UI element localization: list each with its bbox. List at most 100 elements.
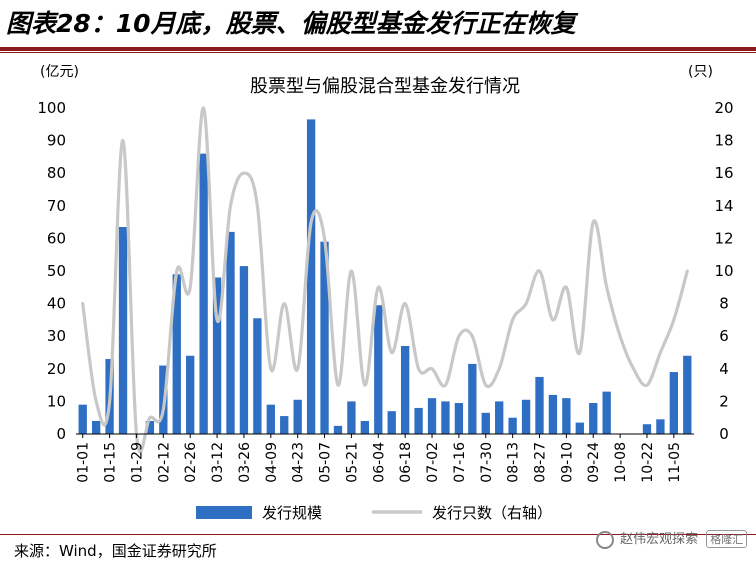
x-tick-label: 10-22 bbox=[640, 442, 656, 483]
right-tick-label: 6 bbox=[719, 327, 729, 345]
bar bbox=[521, 399, 531, 434]
x-tick-label: 02-12 bbox=[156, 442, 172, 483]
x-tick-label: 11-05 bbox=[667, 442, 683, 483]
x-tick-label: 05-07 bbox=[318, 442, 334, 483]
bar bbox=[186, 355, 195, 434]
bar bbox=[495, 401, 504, 434]
bar bbox=[78, 404, 87, 434]
left-tick-label: 60 bbox=[47, 229, 66, 247]
right-tick-label: 18 bbox=[714, 132, 733, 150]
right-tick-label: 14 bbox=[714, 197, 733, 215]
x-tick-label: 09-24 bbox=[586, 442, 602, 483]
right-tick-label: 12 bbox=[714, 229, 733, 247]
legend-bar-label: 发行规模 bbox=[262, 504, 322, 522]
bar bbox=[226, 231, 235, 434]
right-axis: 0 2 4 6 8 10 12 14 16 18 20 bbox=[714, 99, 733, 443]
bar bbox=[293, 399, 302, 434]
bar bbox=[91, 420, 101, 434]
watermark-badge: 格隆汇 bbox=[706, 530, 748, 548]
left-axis: 0 10 20 30 40 50 60 70 80 90 100 bbox=[37, 99, 66, 443]
left-tick-label: 100 bbox=[37, 99, 66, 117]
left-tick-label: 90 bbox=[47, 132, 66, 150]
left-tick-label: 0 bbox=[56, 425, 66, 443]
bar bbox=[145, 420, 155, 434]
bar bbox=[548, 394, 558, 434]
bar bbox=[266, 404, 275, 434]
legend-line-label: 发行只数（右轴） bbox=[432, 504, 552, 522]
bar bbox=[400, 345, 410, 434]
legend: 发行规模 发行只数（右轴） bbox=[196, 504, 552, 522]
x-tick-label: 09-10 bbox=[559, 442, 575, 483]
bar bbox=[118, 226, 128, 434]
bottom-rule bbox=[0, 534, 756, 535]
bar bbox=[172, 274, 181, 434]
right-tick-label: 16 bbox=[714, 164, 733, 182]
x-tick-label: 04-23 bbox=[291, 442, 307, 483]
bar bbox=[535, 376, 544, 434]
left-axis-unit: (亿元) bbox=[40, 64, 79, 80]
source-note: 来源：Wind，国金证券研究所 bbox=[14, 542, 217, 560]
chart: 股票型与偏股混合型基金发行情况 (亿元) (只) 010203040506070… bbox=[37, 64, 733, 522]
legend-bar-swatch bbox=[196, 506, 252, 519]
bar bbox=[441, 401, 450, 434]
x-tick-label: 07-16 bbox=[452, 442, 468, 483]
x-axis: 01-01 01-15 01-29 02-12 02-26 03-12 03-26 04-09… bbox=[76, 434, 683, 483]
right-tick-label: 2 bbox=[719, 392, 729, 410]
bar-series bbox=[78, 119, 692, 434]
bar bbox=[575, 422, 584, 434]
x-tick-label: 10-08 bbox=[613, 442, 629, 483]
bar bbox=[508, 417, 517, 434]
line-series bbox=[81, 106, 689, 454]
x-tick-label: 06-18 bbox=[398, 442, 414, 483]
x-tick-label: 05-21 bbox=[344, 442, 360, 483]
chart-title: 股票型与偏股混合型基金发行情况 bbox=[250, 76, 520, 97]
bar bbox=[669, 372, 679, 434]
bar bbox=[347, 401, 356, 434]
x-tick-label: 03-12 bbox=[210, 442, 226, 483]
bar bbox=[239, 266, 249, 434]
x-tick-label: 01-15 bbox=[103, 442, 119, 483]
bar bbox=[360, 420, 370, 434]
right-tick-label: 0 bbox=[719, 425, 729, 443]
right-axis-unit: (只) bbox=[688, 64, 713, 80]
bar bbox=[387, 411, 396, 434]
right-tick-label: 20 bbox=[714, 99, 733, 117]
left-tick-label: 10 bbox=[47, 392, 66, 410]
left-tick-label: 70 bbox=[47, 197, 66, 215]
x-tick-label: 08-13 bbox=[506, 442, 522, 483]
bar bbox=[427, 398, 437, 434]
figure-title: 图表28：10月底，股票、偏股型基金发行正在恢复 bbox=[6, 9, 576, 38]
bar bbox=[656, 419, 665, 434]
left-tick-label: 20 bbox=[47, 360, 66, 378]
right-tick-label: 4 bbox=[719, 360, 729, 378]
count-line bbox=[81, 106, 689, 454]
bar bbox=[454, 403, 464, 434]
title-rule-thin bbox=[0, 52, 756, 53]
left-tick-label: 50 bbox=[47, 262, 66, 280]
title-rule bbox=[0, 47, 756, 51]
right-tick-label: 10 bbox=[714, 262, 733, 280]
left-tick-label: 40 bbox=[47, 295, 66, 313]
bar bbox=[562, 398, 571, 434]
x-tick-label: 02-26 bbox=[183, 442, 199, 483]
bar bbox=[253, 318, 262, 434]
x-tick-label: 04-09 bbox=[264, 442, 280, 483]
bar bbox=[468, 363, 477, 434]
wechat-icon bbox=[596, 530, 614, 549]
bar bbox=[481, 412, 490, 434]
watermark: 赵伟宏观探索 格隆汇 bbox=[596, 528, 748, 549]
x-tick-label: 08-27 bbox=[533, 442, 549, 483]
bar bbox=[642, 424, 652, 434]
bar bbox=[602, 391, 611, 434]
bar bbox=[683, 355, 692, 434]
x-tick-label: 07-30 bbox=[479, 442, 495, 483]
bar bbox=[414, 407, 423, 434]
x-tick-label: 07-02 bbox=[425, 442, 441, 483]
x-tick-label: 01-29 bbox=[129, 442, 145, 483]
bar bbox=[306, 119, 316, 434]
x-tick-label: 06-04 bbox=[371, 442, 387, 483]
left-tick-label: 30 bbox=[47, 327, 66, 345]
x-tick-label: 03-26 bbox=[237, 442, 253, 483]
right-tick-label: 8 bbox=[719, 295, 729, 313]
watermark-text: 赵伟宏观探索 bbox=[620, 532, 699, 547]
